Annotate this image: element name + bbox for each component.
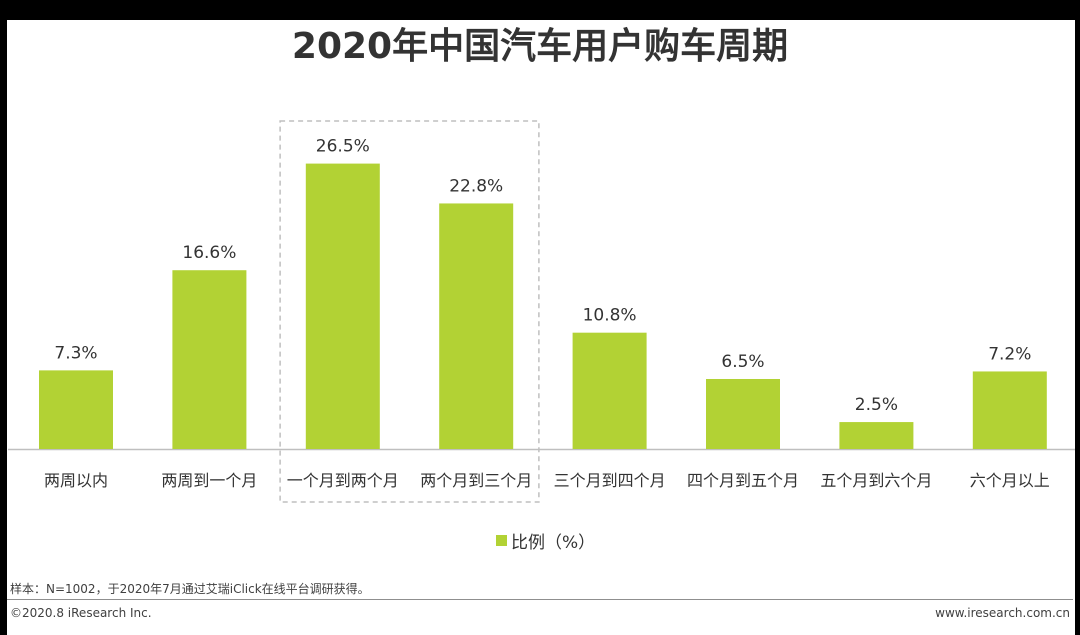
- highlight-box: [279, 120, 540, 503]
- x-tick-label: 一个月到两个月: [287, 471, 399, 490]
- bar: [972, 371, 1047, 449]
- legend: 比例（%）: [496, 529, 596, 553]
- bar: [172, 270, 247, 449]
- data-label: 10.8%: [583, 306, 637, 326]
- x-tick-label: 三个月到四个月: [554, 471, 666, 490]
- bar: [439, 203, 514, 449]
- x-tick-label: 四个月到五个月: [687, 471, 799, 490]
- copyright-text: ©2020.8 iResearch Inc.: [10, 606, 152, 620]
- bar: [706, 378, 780, 449]
- bar: [39, 370, 113, 449]
- footer-divider: [7, 599, 1073, 600]
- x-tick-label: 两周到一个月: [161, 471, 257, 490]
- data-label: 16.6%: [182, 243, 236, 263]
- data-label: 7.3%: [54, 343, 97, 363]
- sample-note: 样本：N=1002，于2020年7月通过艾瑞iClick在线平台调研获得。: [10, 582, 370, 596]
- x-tick-label: 六个月以上: [970, 471, 1050, 490]
- website-text: www.iresearch.com.cn: [935, 606, 1070, 620]
- chart-title: 2020年中国汽车用户购车周期: [291, 26, 789, 67]
- data-label: 2.5%: [855, 395, 898, 415]
- data-label: 6.5%: [721, 352, 764, 372]
- bar: [305, 163, 380, 449]
- data-label: 7.2%: [988, 344, 1031, 364]
- data-label: 22.8%: [449, 176, 503, 196]
- legend-label: 比例（%）: [511, 532, 596, 553]
- x-tick-label: 五个月到六个月: [820, 471, 932, 490]
- bar: [572, 332, 647, 449]
- x-tick-label: 两个月到三个月: [420, 471, 532, 490]
- legend-swatch: [496, 534, 507, 546]
- bar: [839, 422, 914, 449]
- data-label: 26.5%: [316, 137, 370, 157]
- x-tick-label: 两周以内: [44, 471, 108, 490]
